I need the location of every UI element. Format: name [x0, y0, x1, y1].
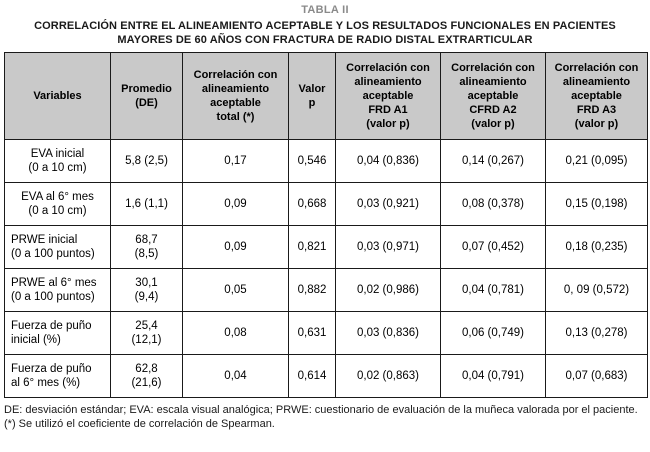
cell-valor-p: 0,631 [288, 311, 336, 355]
cell-corr-total: 0,04 [182, 354, 289, 398]
cell-frd-a1: 0,03 (0,971) [335, 225, 441, 269]
col-header-promedio: Promedio (DE) [110, 52, 183, 140]
cell-variable: Fuerza de puño al 6° mes (%) [4, 354, 111, 398]
cell-promedio: 30,1 (9,4) [110, 268, 183, 312]
cell-cfrd-a2: 0,14 (0,267) [440, 139, 546, 183]
table-row: Fuerza de puño al 6° mes (%) 62,8 (21,6)… [4, 354, 648, 398]
cell-variable: Fuerza de puño inicial (%) [4, 311, 111, 355]
col-header-corr-total: Correlación con alineamiento aceptable t… [182, 52, 289, 140]
cell-frd-a3: 0,13 (0,278) [545, 311, 648, 355]
footnotes-block: DE: desviación estándar; EVA: escala vis… [4, 403, 644, 431]
table-row: PRWE inicial (0 a 100 puntos) 68,7 (8,5)… [4, 225, 648, 269]
cell-frd-a3: 0,21 (0,095) [545, 139, 648, 183]
results-table: Variables Promedio (DE) Correlación con … [4, 52, 648, 398]
table-number-label: TABLA II [301, 4, 349, 16]
cell-frd-a1: 0,02 (0,863) [335, 354, 441, 398]
header-row: Variables Promedio (DE) Correlación con … [4, 52, 648, 140]
cell-cfrd-a2: 0,04 (0,781) [440, 268, 546, 312]
cell-variable: PRWE inicial (0 a 100 puntos) [4, 225, 111, 269]
cell-promedio: 68,7 (8,5) [110, 225, 183, 269]
cell-promedio: 1,6 (1,1) [110, 182, 183, 226]
cell-variable: EVA al 6° mes (0 a 10 cm) [4, 182, 111, 226]
cell-promedio: 5,8 (2,5) [110, 139, 183, 183]
cell-valor-p: 0,614 [288, 354, 336, 398]
title-block: TABLA II CORRELACIÓN ENTRE EL ALINEAMIEN… [0, 0, 650, 47]
cell-variable: EVA inicial (0 a 10 cm) [4, 139, 111, 183]
cell-frd-a3: 0,15 (0,198) [545, 182, 648, 226]
cell-frd-a1: 0,03 (0,836) [335, 311, 441, 355]
cell-frd-a1: 0,04 (0,836) [335, 139, 441, 183]
cell-valor-p: 0,821 [288, 225, 336, 269]
cell-valor-p: 0,668 [288, 182, 336, 226]
cell-cfrd-a2: 0,07 (0,452) [440, 225, 546, 269]
table-title: CORRELACIÓN ENTRE EL ALINEAMIENTO ACEPTA… [34, 20, 616, 46]
cell-frd-a1: 0,02 (0,986) [335, 268, 441, 312]
cell-valor-p: 0,882 [288, 268, 336, 312]
cell-corr-total: 0,05 [182, 268, 289, 312]
table-row: EVA al 6° mes (0 a 10 cm) 1,6 (1,1) 0,09… [4, 182, 648, 226]
col-header-corr-frd-a3: Correlación con alineamiento aceptable F… [545, 52, 648, 140]
footnote-spearman: (*) Se utilizó el coeficiente de correla… [4, 418, 275, 430]
cell-frd-a3: 0,18 (0,235) [545, 225, 648, 269]
cell-valor-p: 0,546 [288, 139, 336, 183]
col-header-corr-frd-a1: Correlación con alineamiento aceptable F… [335, 52, 441, 140]
cell-corr-total: 0,09 [182, 182, 289, 226]
table-row: Fuerza de puño inicial (%) 25,4 (12,1) 0… [4, 311, 648, 355]
cell-frd-a3: 0, 09 (0,572) [545, 268, 648, 312]
table-row: PRWE al 6° mes (0 a 100 puntos) 30,1 (9,… [4, 268, 648, 312]
col-header-corr-cfrd-a2: Correlación con alineamiento aceptable C… [440, 52, 546, 140]
cell-cfrd-a2: 0,06 (0,749) [440, 311, 546, 355]
cell-corr-total: 0,17 [182, 139, 289, 183]
cell-cfrd-a2: 0,08 (0,378) [440, 182, 546, 226]
cell-corr-total: 0,09 [182, 225, 289, 269]
cell-variable: PRWE al 6° mes (0 a 100 puntos) [4, 268, 111, 312]
cell-frd-a1: 0,03 (0,921) [335, 182, 441, 226]
col-header-variables: Variables [4, 52, 111, 140]
cell-corr-total: 0,08 [182, 311, 289, 355]
table-row: EVA inicial (0 a 10 cm) 5,8 (2,5) 0,17 0… [4, 139, 648, 183]
cell-promedio: 25,4 (12,1) [110, 311, 183, 355]
footnote-abbreviations: DE: desviación estándar; EVA: escala vis… [4, 404, 638, 416]
cell-cfrd-a2: 0,04 (0,791) [440, 354, 546, 398]
cell-frd-a3: 0,07 (0,683) [545, 354, 648, 398]
cell-promedio: 62,8 (21,6) [110, 354, 183, 398]
col-header-valor-p: Valor p [288, 52, 336, 140]
